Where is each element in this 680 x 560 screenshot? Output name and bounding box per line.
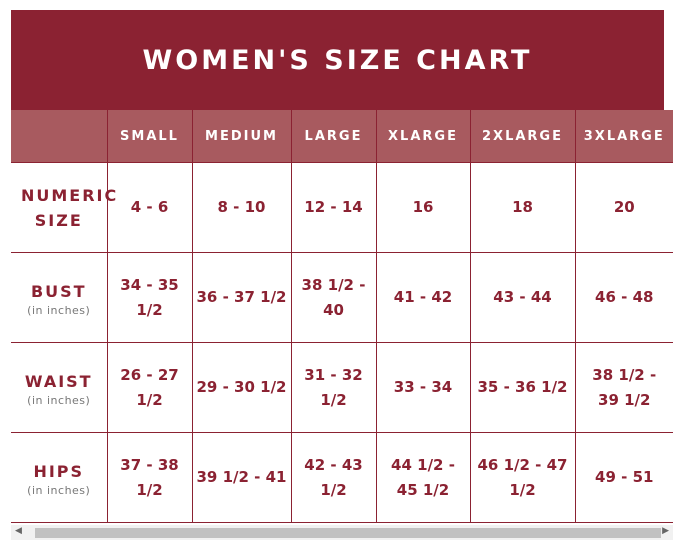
column-header: LARGE (290, 110, 376, 163)
table-cell: 41 - 42 (375, 252, 470, 343)
arrow-left-icon[interactable]: ◀ (15, 526, 22, 536)
table-cell: 36 - 37 1/2 (191, 252, 291, 343)
row-unit: (in inches) (27, 483, 91, 497)
row-header: NUMERIC SIZE (11, 162, 119, 253)
table-cell: 42 - 43 1/2 (290, 432, 376, 523)
scrollbar-thumb[interactable] (35, 528, 661, 538)
row-label: BUST (30, 281, 87, 301)
corner-header (11, 110, 107, 163)
table-row: BUST (in inches) 34 - 35 1/2 36 - 37 1/2 38 … (11, 252, 673, 343)
table-cell: 39 1/2 - 41 (191, 432, 291, 523)
table-cell: 31 - 32 1/2 (290, 342, 376, 433)
table-cell: 8 - 10 (191, 162, 291, 253)
table-cell: 16 (375, 162, 470, 253)
row-label: NUMERIC SIZE (21, 185, 119, 230)
table-cell: 46 1/2 - 47 1/2 (469, 432, 575, 523)
row-label: HIPS (33, 461, 85, 481)
table-cell: 44 1/2 - 45 1/2 (375, 432, 470, 523)
row-header: HIPS (in inches) (11, 432, 107, 523)
table-cell: 12 - 14 (290, 162, 376, 253)
table-cell: 18 (469, 162, 575, 253)
table-cell: 35 - 36 1/2 (469, 342, 575, 433)
table-cell: 37 - 38 1/2 (106, 432, 192, 523)
table-row: WAIST (in inches) 26 - 27 1/2 29 - 30 1/2 31… (11, 342, 673, 433)
row-label: WAIST (24, 371, 93, 391)
header-row: SMALL MEDIUM LARGE XLARGE 2XLARGE 3XLARGE (11, 110, 673, 163)
column-header: MEDIUM (191, 110, 291, 163)
column-header: 2XLARGE (469, 110, 575, 163)
table-cell: 33 - 34 (375, 342, 470, 433)
column-header: 3XLARGE (574, 110, 673, 163)
table-cell: 38 1/2 - 40 (290, 252, 376, 343)
chart-title: WOMEN'S SIZE CHART (11, 10, 664, 110)
table-cell: 34 - 35 1/2 (106, 252, 192, 343)
table-cell: 46 - 48 (574, 252, 673, 343)
column-header: SMALL (106, 110, 192, 163)
table-cell: 29 - 30 1/2 (191, 342, 291, 433)
row-unit: (in inches) (27, 393, 91, 407)
table-cell: 4 - 6 (106, 162, 192, 253)
horizontal-scrollbar[interactable]: ◀ ▶ (11, 525, 673, 540)
table-cell: 43 - 44 (469, 252, 575, 343)
arrow-right-icon[interactable]: ▶ (662, 526, 669, 536)
row-header: BUST (in inches) (11, 252, 107, 343)
table-cell: 49 - 51 (574, 432, 673, 523)
table-cell: 26 - 27 1/2 (106, 342, 192, 433)
row-header: WAIST (in inches) (11, 342, 107, 433)
table-row: HIPS (in inches) 37 - 38 1/2 39 1/2 - 41 42 … (11, 432, 673, 523)
column-header: XLARGE (375, 110, 470, 163)
table-cell: 38 1/2 - 39 1/2 (574, 342, 673, 433)
size-table: SMALL MEDIUM LARGE XLARGE 2XLARGE 3XLARGE NUM… (11, 110, 673, 523)
row-unit: (in inches) (27, 303, 91, 317)
table-cell: 20 (574, 162, 673, 253)
